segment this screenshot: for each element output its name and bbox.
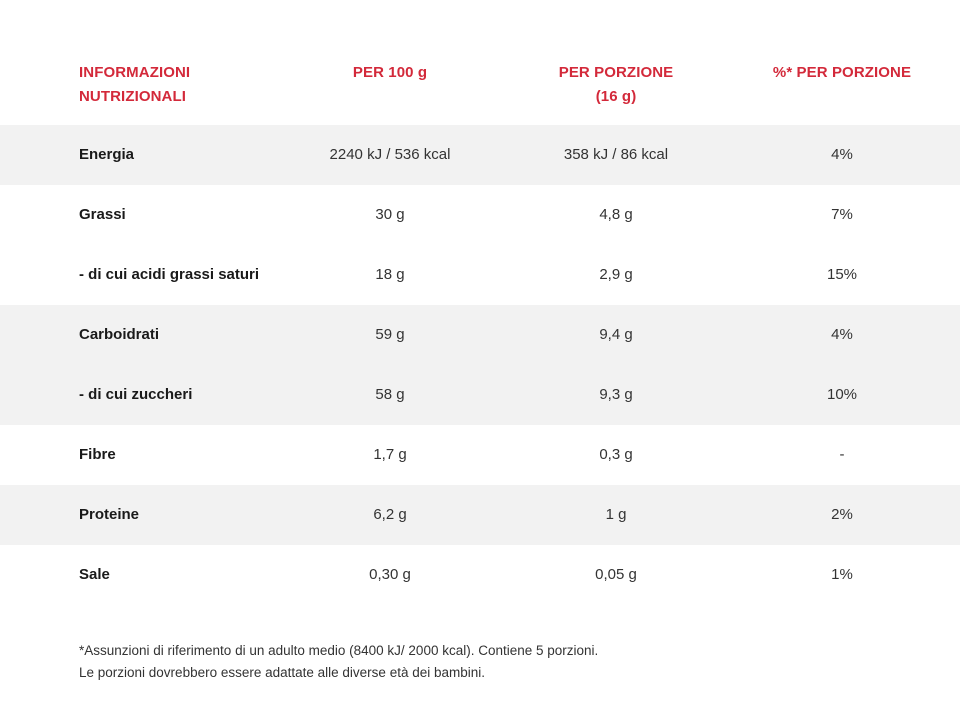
header-percent-per-portion: %* PER PORZIONE <box>772 64 912 81</box>
row-percent: 4% <box>831 326 853 343</box>
table-row: Carboidrati 59 g 9,4 g 4% <box>0 305 960 365</box>
header-nutrition-info-label: INFORMAZIONI NUTRIZIONALI <box>79 64 191 105</box>
table-row: - di cui acidi grassi saturi 18 g 2,9 g … <box>0 245 960 305</box>
row-label: Fibre <box>79 446 116 463</box>
footnote: *Assunzioni di riferimento di un adulto … <box>79 640 598 684</box>
table-row: - di cui zuccheri 58 g 9,3 g 10% <box>0 365 960 425</box>
nutrition-table: INFORMAZIONI NUTRIZIONALI PER 100 g PER … <box>0 0 960 605</box>
header-nutrition-info: INFORMAZIONI NUTRIZIONALI <box>79 61 299 109</box>
footnote-line-2: Le porzioni dovrebbero essere adattate a… <box>79 665 486 680</box>
row-per-portion: 0,05 g <box>595 566 637 583</box>
row-per-100g: 58 g <box>375 386 405 403</box>
row-label: - di cui zuccheri <box>79 386 193 403</box>
row-percent: 7% <box>831 206 853 223</box>
row-label: Proteine <box>79 506 140 523</box>
row-per-portion: 9,3 g <box>599 386 633 403</box>
row-per-portion: 0,3 g <box>599 446 633 463</box>
row-per-100g: 1,7 g <box>373 446 407 463</box>
header-per-portion: PER PORZIONE (16 g) <box>516 61 716 109</box>
row-label: - di cui acidi grassi saturi <box>79 266 260 283</box>
row-label: Sale <box>79 566 110 583</box>
row-per-100g: 0,30 g <box>369 566 411 583</box>
table-row: Sale 0,30 g 0,05 g 1% <box>0 545 960 605</box>
row-percent: - <box>839 446 845 463</box>
table-header: INFORMAZIONI NUTRIZIONALI PER 100 g PER … <box>0 0 960 125</box>
row-label: Grassi <box>79 206 126 223</box>
row-per-portion: 1 g <box>605 506 627 523</box>
table-row: Energia 2240 kJ / 536 kcal 358 kJ / 86 k… <box>0 125 960 185</box>
row-per-portion: 9,4 g <box>599 326 633 343</box>
row-percent: 1% <box>831 566 853 583</box>
row-percent: 10% <box>826 386 858 403</box>
row-per-100g: 2240 kJ / 536 kcal <box>329 146 451 163</box>
row-per-100g: 30 g <box>375 206 405 223</box>
table-row: Fibre 1,7 g 0,3 g - <box>0 425 960 485</box>
row-percent: 15% <box>826 266 858 283</box>
footnote-line-1: *Assunzioni di riferimento di un adulto … <box>79 643 599 658</box>
table-row: Proteine 6,2 g 1 g 2% <box>0 485 960 545</box>
header-per-100g: PER 100 g <box>352 64 428 81</box>
row-per-100g: 18 g <box>375 266 405 283</box>
row-per-100g: 6,2 g <box>373 506 407 523</box>
row-per-portion: 358 kJ / 86 kcal <box>563 146 669 163</box>
row-per-portion: 2,9 g <box>599 266 633 283</box>
header-per-portion-label: PER PORZIONE (16 g) <box>558 64 674 105</box>
row-label: Energia <box>79 146 135 163</box>
row-percent: 4% <box>831 146 853 163</box>
row-percent: 2% <box>831 506 853 523</box>
row-per-portion: 4,8 g <box>599 206 633 223</box>
table-row: Grassi 30 g 4,8 g 7% <box>0 185 960 245</box>
row-per-100g: 59 g <box>375 326 405 343</box>
row-label: Carboidrati <box>79 326 160 343</box>
